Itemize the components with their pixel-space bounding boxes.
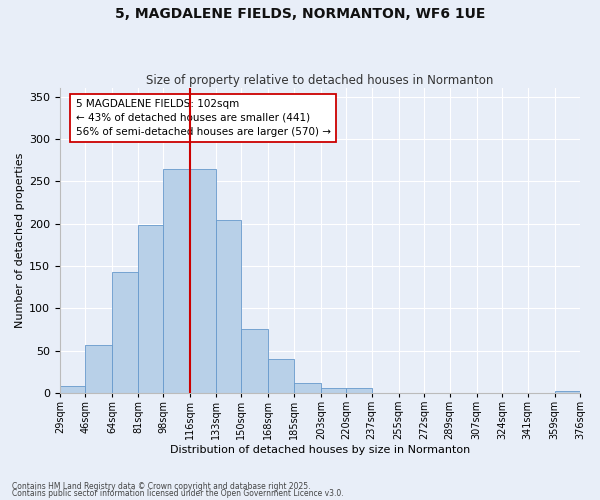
Text: 5, MAGDALENE FIELDS, NORMANTON, WF6 1UE: 5, MAGDALENE FIELDS, NORMANTON, WF6 1UE: [115, 8, 485, 22]
Bar: [216, 220, 241, 393]
Text: Contains HM Land Registry data © Crown copyright and database right 2025.: Contains HM Land Registry data © Crown c…: [12, 482, 311, 491]
Bar: [554, 392, 581, 393]
Bar: [85, 344, 112, 393]
Bar: [60, 386, 85, 393]
Title: Size of property relative to detached houses in Normanton: Size of property relative to detached ho…: [146, 74, 494, 87]
Bar: [190, 168, 216, 393]
Bar: [112, 272, 138, 393]
Bar: [321, 388, 346, 393]
X-axis label: Distribution of detached houses by size in Normanton: Distribution of detached houses by size …: [170, 445, 470, 455]
Y-axis label: Number of detached properties: Number of detached properties: [15, 153, 25, 328]
Bar: [346, 388, 372, 393]
Text: 5 MAGDALENE FIELDS: 102sqm
← 43% of detached houses are smaller (441)
56% of sem: 5 MAGDALENE FIELDS: 102sqm ← 43% of deta…: [76, 99, 331, 137]
Bar: [241, 330, 268, 393]
Bar: [163, 168, 190, 393]
Bar: [268, 359, 294, 393]
Bar: [294, 383, 321, 393]
Bar: [138, 226, 163, 393]
Text: Contains public sector information licensed under the Open Government Licence v3: Contains public sector information licen…: [12, 489, 344, 498]
